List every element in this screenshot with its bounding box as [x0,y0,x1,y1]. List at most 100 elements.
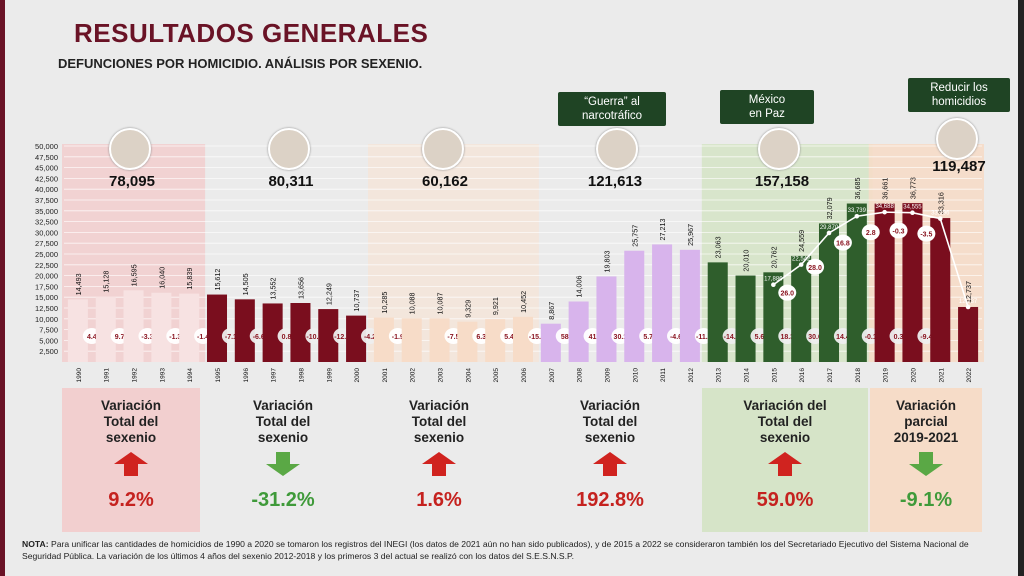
bar-value-label: 27,213 [658,218,667,240]
bar-value-label: 32,079 [825,197,834,219]
bar-value-label: 13,656 [296,277,305,299]
x-tick-label: 2022 [966,368,973,383]
bar [679,249,700,362]
bar-value-label: 10,088 [408,292,417,314]
x-tick-label: 2007 [549,368,556,383]
pct-change-label: 0.8 [282,334,292,341]
bar-value-label: 14,006 [575,276,584,298]
bar-value-label: 15,612 [213,269,222,291]
bar [429,318,450,362]
sesnsp-pct-label: 16.8 [836,241,850,248]
bar [67,299,88,362]
sesnsp-value-label: 29,870 [820,225,839,231]
y-tick-label: 15,000 [35,293,58,302]
right-edge-bar [1018,0,1024,576]
x-tick-label: 2016 [799,368,806,383]
bar-value-label: 13,552 [269,277,278,299]
sesnsp-value-label: 33,739 [848,208,867,214]
pct-change-label: 58 [561,334,569,341]
bar [652,244,673,362]
y-tick-label: 10,000 [35,315,58,324]
sexenio-total: 157,158 [754,173,810,190]
bar [596,276,617,362]
y-tick-label: 25,000 [35,250,58,259]
y-tick-label: 40,000 [35,185,58,194]
pct-change-label: 41 [589,334,597,341]
x-tick-label: 1994 [187,368,194,383]
y-tick-label: 37,500 [35,196,58,205]
arrow-up-icon [422,452,456,476]
x-tick-label: 2010 [632,368,639,383]
bar-value-label: 14,493 [74,273,83,295]
sesnsp-pct-label: 2.8 [866,230,876,237]
sesnsp-point [771,282,776,288]
bar-value-label: 15,839 [185,268,194,290]
bar [151,292,172,362]
y-tick-label: 2,500 [39,347,58,356]
y-tick-label: 42,500 [35,174,58,183]
variation-box: Variación Total del sexenio 9.2% [62,388,200,532]
arrow-down-icon [266,452,300,476]
bar-value-label: 20,762 [769,246,778,268]
bar-value-label: 10,452 [519,291,528,313]
period-band [701,144,873,362]
sexenio-total: 80,311 [268,173,314,190]
sesnsp-point [798,262,804,267]
x-tick-label: 1998 [298,368,305,383]
pct-change-label: 0.3 [894,334,904,341]
sesnsp-pct-label: 28.0 [808,265,822,272]
pct-change-label: -3.3 [141,334,153,341]
y-tick-label: 32,500 [35,218,58,227]
pct-change-label: -7.1 [225,334,237,341]
bar [346,315,367,362]
bar [763,272,784,362]
pct-change-label: -1.3 [169,334,181,341]
y-tick-label: 5,000 [39,336,58,345]
y-tick-label: 35,000 [35,207,58,216]
portrait-icon [758,128,800,170]
y-tick-label: 47,500 [35,153,58,162]
x-tick-label: 2011 [660,368,667,382]
period-band [368,144,539,362]
y-tick-label: 12,500 [35,304,58,313]
pct-change-label: -1.9 [392,334,404,341]
bar-value-label: 25,967 [686,224,695,246]
sesnsp-point [826,230,832,236]
sesnsp-pct-label: -3.5 [920,232,932,239]
arrow-up-icon [114,452,148,476]
page-title: RESULTADOS GENERALES [74,18,429,48]
x-tick-label: 1997 [271,368,278,383]
y-tick-label: 30,000 [35,228,58,237]
pct-change-label: -10.3 [306,334,322,341]
x-tick-label: 2015 [771,368,778,383]
sesnsp-point [965,304,971,310]
bar [123,290,144,362]
footnote: NOTA: Para unificar las cantidades de ho… [22,539,969,561]
pct-change-label: 14.4 [836,334,850,341]
bar [290,303,311,362]
bar [95,296,116,362]
pct-change-label: 5.7 [643,334,653,341]
bar [512,316,534,362]
x-tick-label: 2002 [410,368,417,383]
sesnsp-value-label: 34,555 [903,205,922,211]
sesnsp-point [937,216,943,221]
pct-change-label: 4.4 [87,334,97,341]
bar [540,323,561,362]
sesnsp-pct-bubble [833,234,852,251]
x-tick-label: 2005 [493,368,500,383]
pct-change-label: 9.7 [115,334,125,341]
pct-change-label: -6.6 [253,334,265,341]
bar [735,275,756,362]
bar-value-label: 10,087 [436,292,445,314]
bar [179,293,200,362]
arrow-up-icon [593,452,627,476]
x-tick-label: 2013 [716,368,723,383]
sesnsp-pct-bubble [889,222,908,239]
pct-change-label: 5.4 [504,334,514,341]
pct-change-label: -11.2 [696,334,712,341]
bar-value-label: 10,737 [352,290,361,312]
y-tick-label: 20,000 [35,272,58,281]
x-tick-label: 2006 [521,368,528,383]
